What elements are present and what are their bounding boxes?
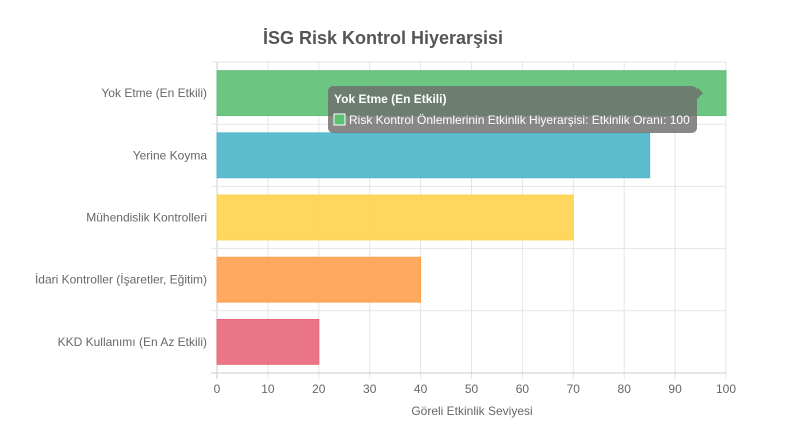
category-label: İdari Kontroller (İşaretler, Eğitim) (35, 273, 207, 287)
x-tick-label: 30 (363, 382, 377, 396)
bar[interactable] (216, 319, 320, 365)
x-tick-label: 70 (567, 382, 581, 396)
category-label: Yerine Koyma (133, 148, 208, 162)
x-tick-label: 80 (618, 382, 632, 396)
x-tick-label: 60 (516, 382, 530, 396)
x-tick-label: 40 (414, 382, 428, 396)
tooltip-caret (697, 87, 703, 100)
category-labels: Yok Etme (En Etkili) Yerine Koyma Mühendis… (35, 86, 207, 349)
x-tick-label: 100 (716, 382, 736, 396)
x-axis-title: Göreli Etkinlik Seviyesi (411, 404, 532, 418)
chart-title: İSG Risk Kontrol Hiyerarşisi (263, 28, 503, 48)
bars (216, 70, 727, 365)
x-tick-label: 50 (465, 382, 479, 396)
x-tick-labels: 0 10 20 30 40 50 60 70 80 90 100 (214, 382, 737, 396)
category-label: Yok Etme (En Etkili) (101, 86, 207, 100)
tooltip-body: Risk Kontrol Önlemlerinin Etkinlik Hiyer… (349, 113, 690, 127)
x-tick-label: 0 (214, 382, 221, 396)
tooltip-color-swatch (333, 113, 346, 126)
tooltip-title: Yok Etme (En Etkili) (334, 92, 446, 106)
x-tick-label: 20 (312, 382, 326, 396)
category-label: KKD Kullanımı (En Az Etkili) (58, 335, 207, 349)
tooltip-background (328, 86, 697, 133)
bar[interactable] (216, 256, 422, 303)
x-tick-label: 10 (261, 382, 275, 396)
category-label: Mühendislik Kontrolleri (86, 211, 207, 225)
tooltip: Yok Etme (En Etkili) Risk Kontrol Önleml… (328, 86, 703, 133)
bar[interactable] (216, 194, 574, 241)
x-tick-label: 90 (668, 382, 682, 396)
bar[interactable] (216, 132, 651, 179)
